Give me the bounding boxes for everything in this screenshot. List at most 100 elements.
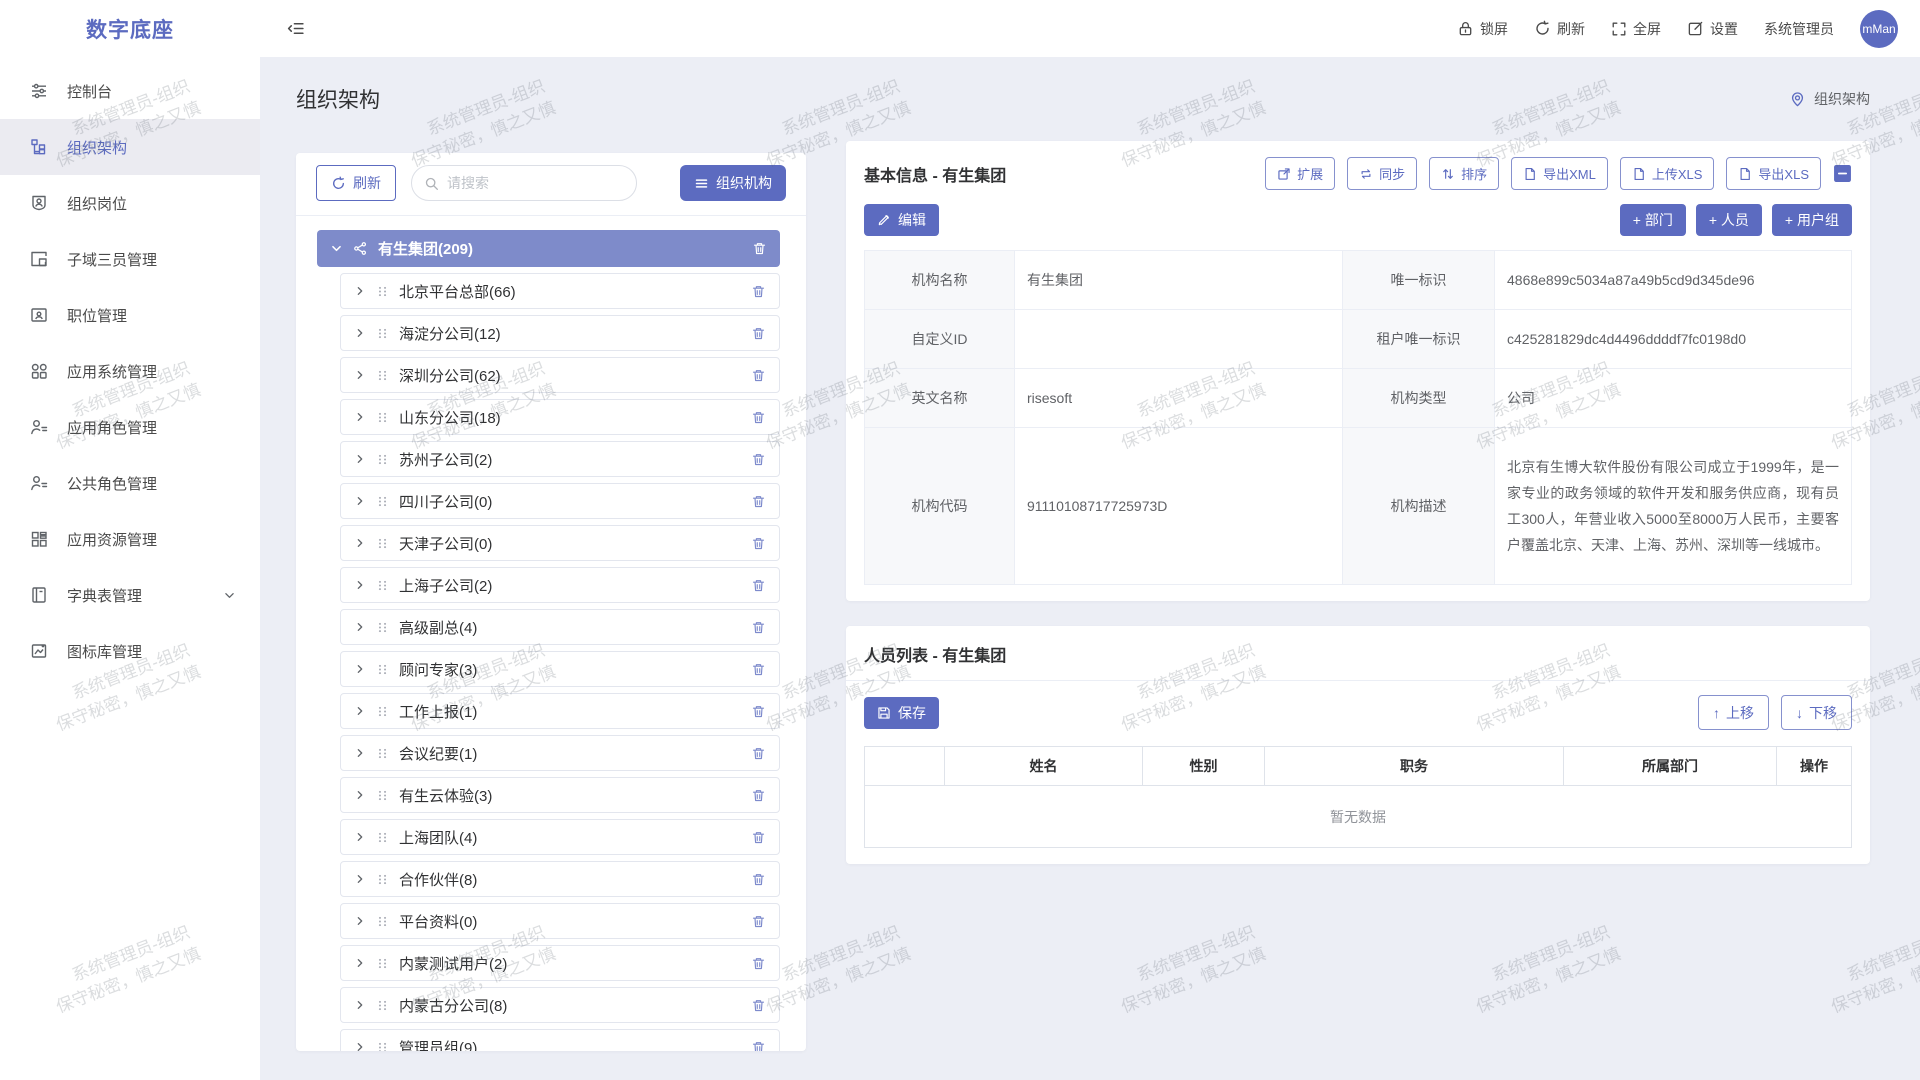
sync-button[interactable]: 同步 xyxy=(1347,157,1418,190)
trash-icon[interactable] xyxy=(751,914,766,929)
move-up-button[interactable]: ↑ 上移 xyxy=(1698,695,1769,730)
trash-icon[interactable] xyxy=(751,998,766,1013)
trash-icon[interactable] xyxy=(751,1040,766,1051)
trash-icon[interactable] xyxy=(751,368,766,383)
trash-icon[interactable] xyxy=(751,578,766,593)
drag-handle-icon[interactable] xyxy=(376,285,389,298)
sidebar-item-console[interactable]: 控制台 xyxy=(0,63,260,119)
sidebar-item-org-post[interactable]: 组织岗位 xyxy=(0,175,260,231)
trash-icon[interactable] xyxy=(751,788,766,803)
chevron-right-icon[interactable] xyxy=(354,747,366,759)
trash-icon[interactable] xyxy=(751,704,766,719)
add-department-button[interactable]: + 部门 xyxy=(1619,204,1686,236)
trash-icon[interactable] xyxy=(751,746,766,761)
chevron-right-icon[interactable] xyxy=(354,495,366,507)
trash-icon[interactable] xyxy=(751,956,766,971)
sidebar-item-app-resource-mgmt[interactable]: 应用资源管理 xyxy=(0,511,260,567)
trash-icon[interactable] xyxy=(751,284,766,299)
edit-button[interactable]: 编辑 xyxy=(864,204,939,236)
tree-search-input[interactable] xyxy=(447,175,624,191)
sidebar-collapse-icon[interactable] xyxy=(286,19,305,38)
export-xls-button[interactable]: 导出XLS xyxy=(1726,157,1821,190)
drag-handle-icon[interactable] xyxy=(376,999,389,1012)
chevron-right-icon[interactable] xyxy=(354,1041,366,1051)
trash-icon[interactable] xyxy=(751,662,766,677)
drag-handle-icon[interactable] xyxy=(376,621,389,634)
sidebar-item-public-role-mgmt[interactable]: 公共角色管理 xyxy=(0,455,260,511)
drag-handle-icon[interactable] xyxy=(376,747,389,760)
sidebar-item-subdomain-admins[interactable]: 子域三员管理 xyxy=(0,231,260,287)
drag-handle-icon[interactable] xyxy=(376,831,389,844)
tree-node[interactable]: 上海团队(4) xyxy=(340,819,780,855)
drag-handle-icon[interactable] xyxy=(376,957,389,970)
upload-xls-button[interactable]: 上传XLS xyxy=(1619,157,1715,190)
tree-node[interactable]: 北京平台总部(66) xyxy=(340,273,780,309)
chevron-right-icon[interactable] xyxy=(354,999,366,1011)
add-user-group-button[interactable]: + 用户组 xyxy=(1771,204,1852,236)
tree-node[interactable]: 上海子公司(2) xyxy=(340,567,780,603)
tree-node[interactable]: 山东分公司(18) xyxy=(340,399,780,435)
chevron-down-icon[interactable] xyxy=(223,589,236,602)
chevron-right-icon[interactable] xyxy=(354,831,366,843)
avatar[interactable]: mMan xyxy=(1860,9,1898,48)
chevron-right-icon[interactable] xyxy=(354,663,366,675)
chevron-right-icon[interactable] xyxy=(354,705,366,717)
drag-handle-icon[interactable] xyxy=(376,537,389,550)
tree-node[interactable]: 工作上报(1) xyxy=(340,693,780,729)
sidebar-item-app-role-mgmt[interactable]: 应用角色管理 xyxy=(0,399,260,455)
fullscreen-button[interactable]: 全屏 xyxy=(1611,19,1661,39)
chevron-right-icon[interactable] xyxy=(354,789,366,801)
tree-node[interactable]: 高级副总(4) xyxy=(340,609,780,645)
drag-handle-icon[interactable] xyxy=(376,1041,389,1051)
chevron-right-icon[interactable] xyxy=(354,411,366,423)
sidebar-item-app-system-mgmt[interactable]: 应用系统管理 xyxy=(0,343,260,399)
trash-icon[interactable] xyxy=(751,536,766,551)
chevron-right-icon[interactable] xyxy=(354,369,366,381)
tree-node[interactable]: 海淀分公司(12) xyxy=(340,315,780,351)
expand-button[interactable]: 扩展 xyxy=(1265,157,1336,190)
drag-handle-icon[interactable] xyxy=(376,663,389,676)
sidebar-item-dictionary-mgmt[interactable]: 字典表管理 xyxy=(0,567,260,623)
tree-node[interactable]: 天津子公司(0) xyxy=(340,525,780,561)
org-structure-button[interactable]: 组织机构 xyxy=(680,165,786,201)
trash-icon[interactable] xyxy=(751,620,766,635)
drag-handle-icon[interactable] xyxy=(376,411,389,424)
drag-handle-icon[interactable] xyxy=(376,327,389,340)
tree-refresh-button[interactable]: 刷新 xyxy=(316,165,396,201)
tree-node[interactable]: 苏州子公司(2) xyxy=(340,441,780,477)
chevron-right-icon[interactable] xyxy=(354,579,366,591)
drag-handle-icon[interactable] xyxy=(376,579,389,592)
tree-node[interactable]: 管理员组(9) xyxy=(340,1029,780,1051)
trash-icon[interactable] xyxy=(751,494,766,509)
drag-handle-icon[interactable] xyxy=(376,873,389,886)
tree-node[interactable]: 深圳分公司(62) xyxy=(340,357,780,393)
trash-icon[interactable] xyxy=(751,410,766,425)
trash-icon[interactable] xyxy=(751,830,766,845)
chevron-right-icon[interactable] xyxy=(354,537,366,549)
tree-node[interactable]: 合作伙伴(8) xyxy=(340,861,780,897)
chevron-right-icon[interactable] xyxy=(354,915,366,927)
drag-handle-icon[interactable] xyxy=(376,915,389,928)
tree-node[interactable]: 平台资料(0) xyxy=(340,903,780,939)
tree-node[interactable]: 四川子公司(0) xyxy=(340,483,780,519)
tree-node[interactable]: 会议纪要(1) xyxy=(340,735,780,771)
tree-node[interactable]: 顾问专家(3) xyxy=(340,651,780,687)
breadcrumb[interactable]: 组织架构 xyxy=(1789,89,1870,109)
trash-icon[interactable] xyxy=(751,452,766,467)
save-button[interactable]: 保存 xyxy=(864,696,939,729)
tree-root-node[interactable]: 有生集团(209) xyxy=(317,230,780,267)
settings-button[interactable]: 设置 xyxy=(1687,19,1738,39)
tree-node[interactable]: 内蒙古分公司(8) xyxy=(340,987,780,1023)
drag-handle-icon[interactable] xyxy=(376,789,389,802)
move-down-button[interactable]: ↓ 下移 xyxy=(1781,695,1852,730)
chevron-right-icon[interactable] xyxy=(354,621,366,633)
tree-search-box[interactable] xyxy=(411,165,637,201)
sort-button[interactable]: 排序 xyxy=(1429,157,1500,190)
chevron-right-icon[interactable] xyxy=(354,327,366,339)
add-person-button[interactable]: + 人员 xyxy=(1695,204,1762,236)
chevron-down-icon[interactable] xyxy=(330,242,343,255)
trash-icon[interactable] xyxy=(751,326,766,341)
sidebar-item-org-structure[interactable]: 组织架构 xyxy=(0,119,260,175)
current-user-name[interactable]: 系统管理员 xyxy=(1764,20,1834,37)
tree-node[interactable]: 有生云体验(3) xyxy=(340,777,780,813)
